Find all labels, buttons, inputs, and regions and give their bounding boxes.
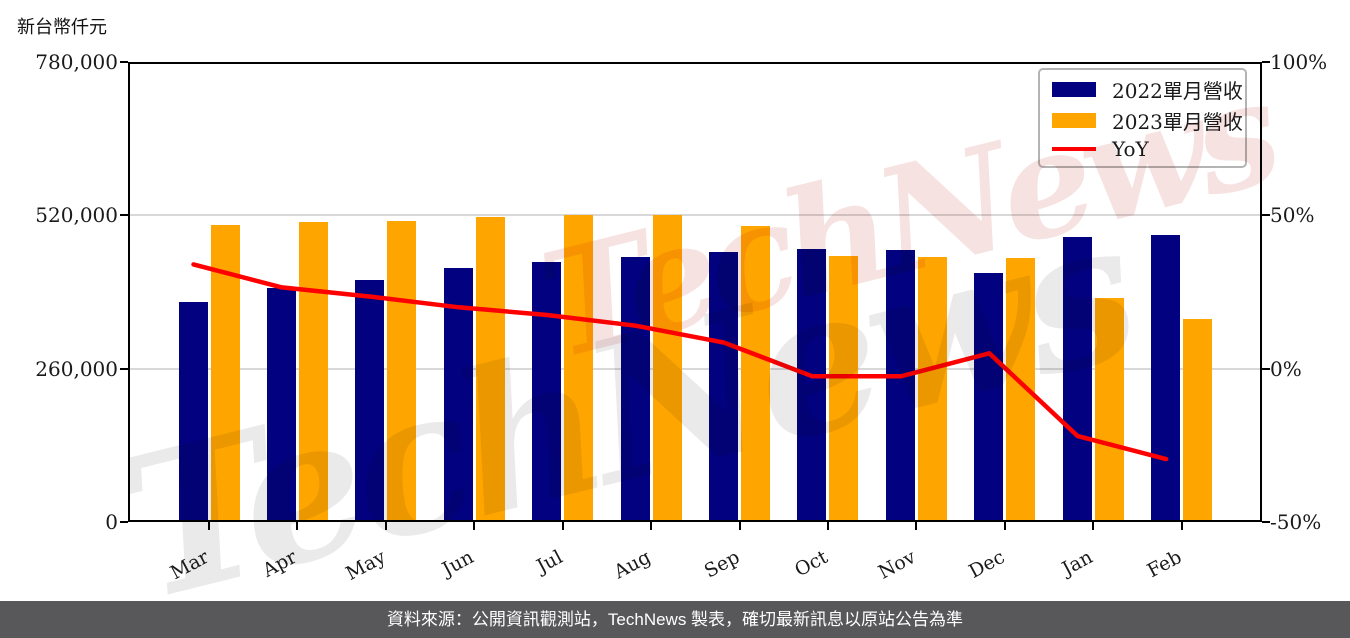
bar-2023-feb (1183, 318, 1213, 522)
bar-2023-jan (1094, 297, 1124, 522)
legend-label: 2023單月營收 (1112, 110, 1243, 134)
right-tick (1262, 367, 1270, 370)
right-tick (1262, 214, 1270, 217)
legend: 2022單月營收 2023單月營收 YoY (1038, 68, 1247, 168)
bar-2022-dec (974, 272, 1004, 522)
x-tick-label-apr: Apr (259, 546, 301, 582)
bar-2022-oct (797, 248, 827, 522)
left-axis-title: 新台幣仟元 (17, 17, 107, 38)
x-tick (208, 522, 210, 530)
x-tick (561, 522, 564, 530)
bar-2023-may (387, 220, 417, 522)
x-tick-label-feb: Feb (1143, 546, 1185, 583)
right-tick (1262, 61, 1270, 63)
x-tick (826, 522, 829, 530)
right-axis-tick-label: 0% (1270, 356, 1302, 381)
x-tick (296, 522, 299, 530)
x-tick-label-may: May (342, 546, 390, 585)
bar-2023-sep (741, 225, 771, 522)
x-tick (1180, 522, 1183, 530)
bar-2023-jul (564, 214, 594, 522)
x-tick (1003, 522, 1006, 530)
plot-spine-bottom (128, 520, 1262, 522)
x-tick-label-sep: Sep (700, 546, 743, 583)
gridline (128, 367, 1262, 370)
plot-spine-right (1260, 62, 1262, 522)
bar-2022-may (355, 279, 385, 522)
x-tick (738, 522, 741, 530)
y-axis-tick-label: 780,000 (35, 50, 118, 74)
x-tick (915, 522, 918, 530)
y-tick (120, 367, 128, 370)
bar-2022-mar (178, 302, 208, 522)
x-tick (1092, 522, 1095, 530)
x-tick-label-aug: Aug (610, 546, 655, 584)
legend-item-yoy: YoY (1052, 137, 1233, 161)
right-axis-tick-label: -50% (1270, 510, 1322, 534)
legend-label: 2022單月營收 (1112, 79, 1243, 103)
legend-swatch-2023-bar (1052, 113, 1096, 128)
legend-label: YoY (1112, 137, 1149, 161)
bar-2022-nov (885, 250, 915, 522)
bar-2023-jun (475, 216, 505, 522)
x-tick (384, 522, 387, 530)
legend-swatch-yoy-line (1052, 147, 1096, 151)
bar-2022-jun (443, 268, 473, 522)
x-tick-label-nov: Nov (875, 546, 920, 584)
bar-2022-jan (1062, 236, 1092, 522)
bar-2022-sep (709, 252, 739, 522)
bar-2023-apr (298, 222, 328, 522)
bar-2022-feb (1151, 235, 1181, 522)
x-tick-label-oct: Oct (791, 546, 832, 582)
bar-2022-jul (532, 261, 562, 522)
legend-swatch-2022-bar (1052, 82, 1096, 97)
x-tick-label-jan: Jan (1058, 546, 1097, 581)
right-tick (1262, 521, 1270, 523)
x-tick (473, 522, 476, 530)
x-tick-label-jun: Jun (438, 546, 478, 581)
x-tick (650, 522, 653, 530)
y-tick (120, 61, 128, 63)
bar-2023-oct (829, 256, 859, 522)
plot-spine-top (128, 62, 1262, 64)
x-tick-label-mar: Mar (166, 546, 213, 585)
legend-item-2022: 2022單月營收 (1052, 75, 1243, 104)
plot-area (120, 61, 1270, 530)
y-tick (120, 521, 128, 523)
gridline (128, 214, 1262, 217)
right-axis-tick-label: 100% (1270, 50, 1328, 74)
x-tick-label-jul: Jul (532, 546, 567, 578)
bar-2022-aug (620, 256, 650, 522)
y-tick (120, 214, 128, 217)
source-footer: 資料來源：公開資訊觀測站，TechNews 製表，確切最新訊息以原站公告為準 (0, 601, 1350, 638)
x-tick-label-dec: Dec (964, 546, 1009, 583)
yoy-line (191, 262, 1169, 462)
bar-2022-apr (266, 287, 296, 522)
y-axis-tick-label: 0 (105, 510, 118, 534)
right-axis-tick-label: 50% (1270, 203, 1315, 228)
bar-2023-aug (652, 215, 682, 522)
y-axis-tick-label: 260,000 (35, 356, 118, 381)
plot-spine-left (128, 62, 130, 522)
legend-item-2023: 2023單月營收 (1052, 106, 1243, 135)
y-axis-tick-label: 520,000 (35, 203, 118, 228)
bar-2023-nov (917, 256, 947, 522)
yoy-line-chart (191, 262, 1169, 462)
